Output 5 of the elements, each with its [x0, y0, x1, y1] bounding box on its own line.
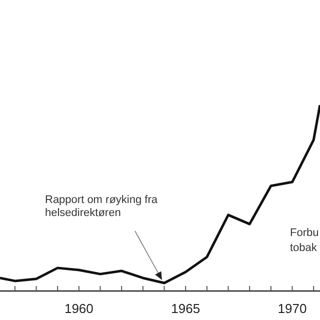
x-tick-label: 1960 [64, 301, 94, 316]
x-tick-label: 1965 [171, 301, 200, 316]
x-tick-label: 1970 [278, 301, 307, 316]
annotation: Rapport om røyking fra helsedirektøren [45, 194, 158, 219]
annotation: Forbu tobak [290, 227, 319, 254]
